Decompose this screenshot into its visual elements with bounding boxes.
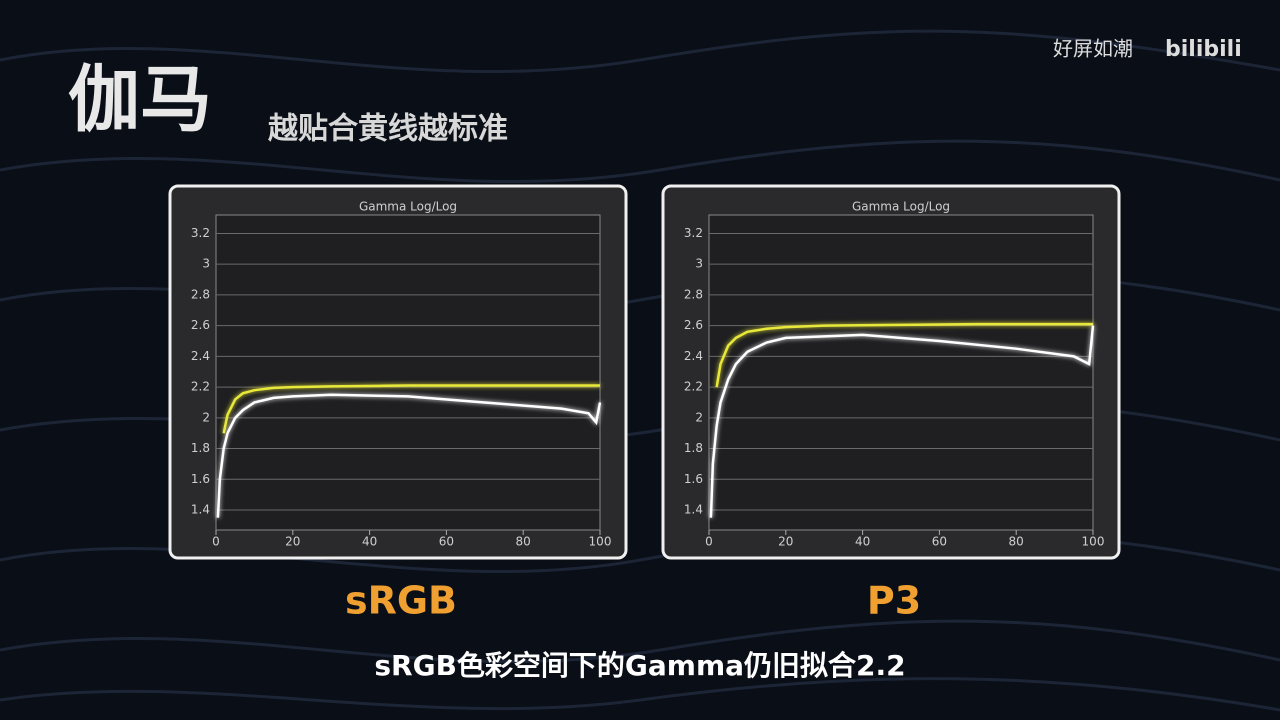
x-tick-label: 80 [1009, 535, 1024, 549]
y-tick-label: 3.2 [191, 226, 210, 240]
plot-area [708, 214, 1094, 531]
x-tick-label: 0 [705, 535, 713, 549]
y-tick-label: 1.4 [191, 503, 210, 517]
gamma-line [222, 384, 600, 434]
x-tick-label: 40 [855, 535, 870, 549]
x-tick-label: 40 [362, 535, 377, 549]
y-tick-label: 2.2 [684, 380, 703, 394]
subheading: 越贴合黄线越标准 [268, 112, 508, 147]
x-tick-label: 60 [932, 535, 947, 549]
y-tick-label: 1.4 [684, 503, 703, 517]
y-tick-label: 2.6 [191, 318, 210, 332]
y-tick-label: 1.8 [684, 441, 703, 455]
y-tick-label: 2 [695, 410, 703, 424]
chart-title: Gamma Log/Log [359, 200, 457, 214]
y-tick-label: 3.2 [684, 226, 703, 240]
x-tick-label: 0 [212, 535, 220, 549]
x-tick-label: 100 [589, 535, 612, 549]
y-tick-label: 2 [202, 410, 210, 424]
y-tick-label: 2.6 [684, 318, 703, 332]
y-tick-label: 1.6 [191, 472, 210, 486]
y-tick-label: 2.8 [191, 287, 210, 301]
chart-label: P3 [867, 579, 921, 623]
plot-area [215, 214, 601, 531]
y-tick-label: 2.2 [191, 380, 210, 394]
gamma-line [715, 322, 1093, 388]
y-tick-label: 2.4 [684, 349, 703, 363]
x-tick-label: 80 [516, 535, 531, 549]
logo: bilibili [1165, 37, 1242, 62]
chart-title: Gamma Log/Log [852, 200, 950, 214]
chart-label: sRGB [345, 579, 457, 623]
y-tick-label: 3 [202, 257, 210, 271]
gamma-line [709, 325, 1095, 518]
y-tick-label: 3 [695, 257, 703, 271]
x-tick-label: 20 [285, 535, 300, 549]
x-tick-label: 100 [1082, 535, 1105, 549]
y-tick-label: 1.8 [191, 441, 210, 455]
heading: 伽马 [68, 58, 212, 142]
gamma-line [216, 393, 602, 518]
y-tick-label: 1.6 [684, 472, 703, 486]
y-tick-label: 2.8 [684, 287, 703, 301]
y-tick-label: 2.4 [191, 349, 210, 363]
x-tick-label: 60 [439, 535, 454, 549]
watermark: 好屏如潮 [1053, 37, 1133, 61]
x-tick-label: 20 [778, 535, 793, 549]
caption: sRGB色彩空间下的Gamma仍旧拟合2.2 [374, 649, 905, 682]
